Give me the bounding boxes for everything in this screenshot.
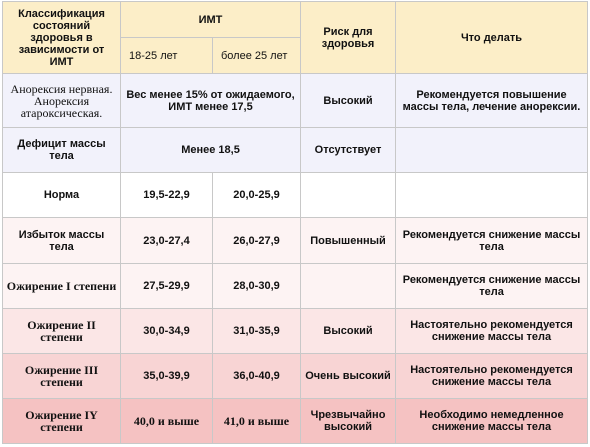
bmi-range-over-25: 36,0-40,9 [213, 353, 302, 399]
table-row: Норма 19,5-22,9 20,0-25,9 [3, 173, 589, 219]
category-cell: Ожирение IY степени [3, 398, 121, 444]
header-risk: Риск для здоровья [301, 2, 397, 75]
bmi-range-over-25: 20,0-25,9 [213, 173, 302, 219]
action-cell: Рекомендуется снижение массы тела [396, 263, 589, 309]
table-row: Избыток массы тела 23,0-27,4 26,0-27,9 П… [3, 218, 589, 264]
bmi-range-18-25: 19,5-22,9 [121, 173, 213, 219]
risk-cell: Повышенный [301, 218, 397, 264]
table-row: Ожирение II степени 30,0-34,9 31,0-35,9 … [3, 308, 589, 354]
bmi-range-merged: Менее 18,5 [121, 128, 302, 174]
table-row: Ожирение III степени 35,0-39,9 36,0-40,9… [3, 353, 589, 399]
bmi-range-merged: Вес менее 15% от ожидаемого, ИМТ менее 1… [121, 74, 302, 129]
risk-cell [301, 263, 397, 309]
bmi-range-over-25: 28,0-30,9 [213, 263, 302, 309]
bmi-range-over-25: 31,0-35,9 [213, 308, 302, 354]
header-action: Что делать [396, 2, 589, 75]
bmi-range-18-25: 23,0-27,4 [121, 218, 213, 264]
action-cell: Рекомендуется повышение массы тела, лече… [396, 74, 589, 129]
category-cell: Норма [3, 173, 121, 219]
action-cell: Настоятельно рекомендуется снижение масс… [396, 308, 589, 354]
bmi-range-18-25: 27,5-29,9 [121, 263, 213, 309]
action-cell: Рекомендуется снижение массы тела [396, 218, 589, 264]
risk-cell: Высокий [301, 308, 397, 354]
risk-cell: Чрезвычайно высокий [301, 398, 397, 444]
bmi-range-18-25: 30,0-34,9 [121, 308, 213, 354]
header-row-sub: 18-25 лет более 25 лет [3, 38, 588, 75]
category-cell: Анорексия нервная. Анорексия атароксичес… [3, 74, 121, 129]
table-row: Ожирение I степени 27,5-29,9 28,0-30,9 Р… [3, 263, 589, 309]
category-cell: Ожирение I степени [3, 263, 121, 309]
risk-cell: Отсутствует [301, 128, 397, 174]
category-cell: Дефицит массы тела [3, 128, 121, 174]
risk-cell [301, 173, 397, 219]
table-row: Дефицит массы тела Менее 18,5 Отсутствуе… [3, 128, 589, 174]
bmi-range-18-25: 40,0 и выше [121, 398, 213, 444]
table-row: Ожирение IY степени 40,0 и выше 41,0 и в… [3, 398, 589, 444]
header-classification: Классификация состояний здоровья в завис… [3, 2, 121, 75]
bmi-range-over-25: 41,0 и выше [213, 398, 302, 444]
action-cell: Настоятельно рекомендуется снижение масс… [396, 353, 589, 399]
category-cell: Ожирение III степени [3, 353, 121, 399]
action-cell [396, 128, 589, 174]
bmi-range-18-25: 35,0-39,9 [121, 353, 213, 399]
header-age-over-25: более 25 лет [213, 38, 302, 75]
header-age-18-25: 18-25 лет [121, 38, 213, 75]
table-row: Анорексия нервная. Анорексия атароксичес… [3, 74, 589, 129]
action-cell: Необходимо немедленное снижение массы те… [396, 398, 589, 444]
header-row-top: Классификация состояний здоровья в завис… [3, 2, 589, 75]
risk-cell: Очень высокий [301, 353, 397, 399]
category-cell: Ожирение II степени [3, 308, 121, 354]
risk-cell: Высокий [301, 74, 397, 129]
header-bmi: ИМТ [121, 2, 302, 39]
action-cell [396, 173, 589, 219]
category-cell: Избыток массы тела [3, 218, 121, 264]
bmi-range-over-25: 26,0-27,9 [213, 218, 302, 264]
